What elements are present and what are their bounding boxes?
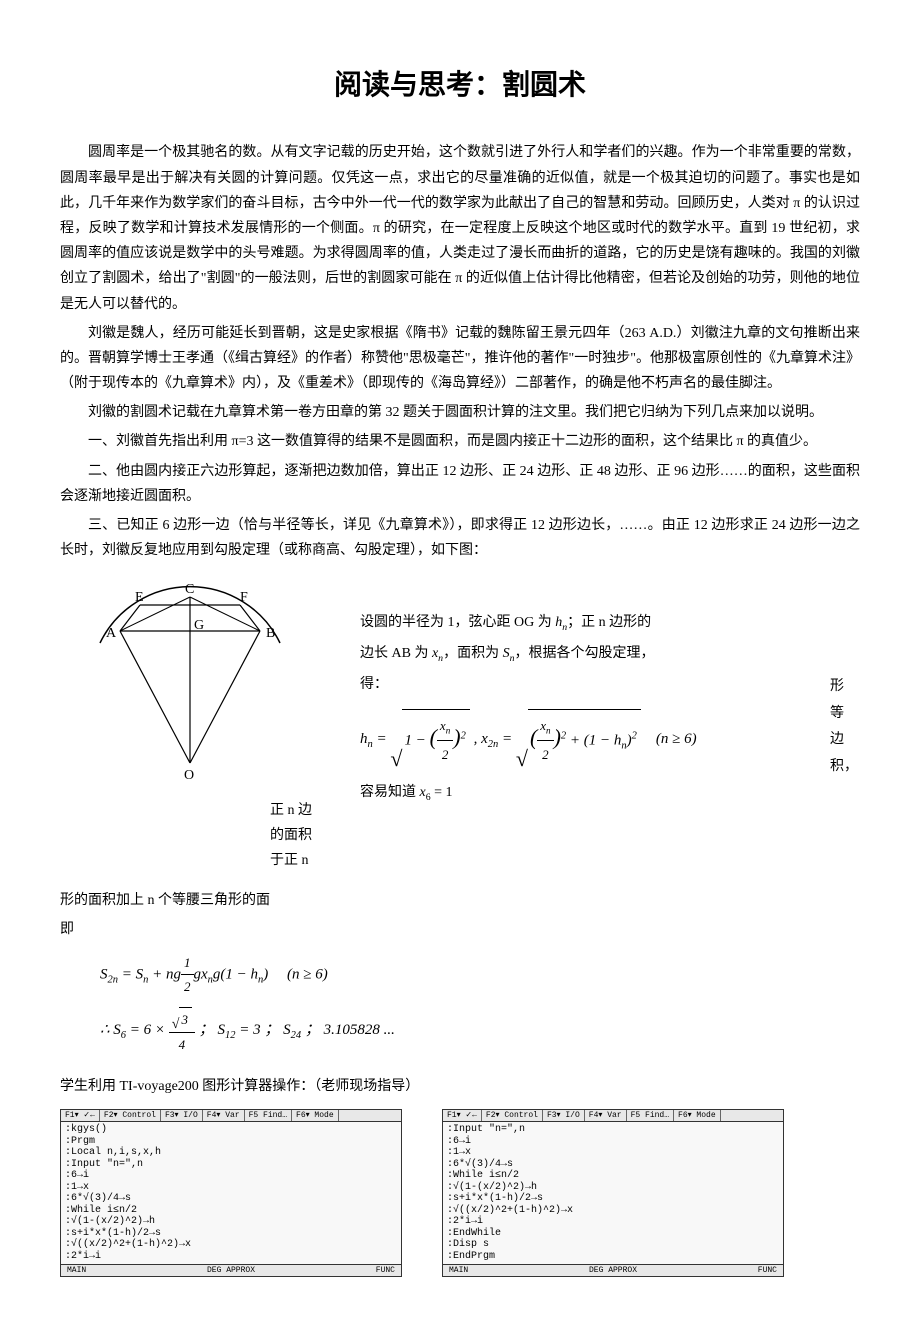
- svg-text:B: B: [266, 626, 275, 641]
- left-column: E C F A G B O 正 n 边 的面积 于正 n: [60, 578, 340, 873]
- right-line-3: 得：: [360, 670, 830, 701]
- calc-status-left: MAIN DEG APPROX FUNC: [61, 1264, 401, 1276]
- left-frag-1: 正 n 边: [270, 798, 340, 823]
- right-col-frag-3: 边: [830, 727, 860, 754]
- calc-toolbar-right: F1▾ ✓← F2▾ Control F3▾ I/O F4▾ Var F5 Fi…: [443, 1110, 783, 1122]
- geometry-diagram: E C F A G B O: [80, 583, 300, 783]
- calculator-screenshot-right: F1▾ ✓← F2▾ Control F3▾ I/O F4▾ Var F5 Fi…: [442, 1109, 784, 1277]
- paragraph-6: 三、已知正 6 边形一边（恰与半径等长，详见《九章算术》），即求得正 12 边形…: [60, 513, 860, 563]
- paragraph-1: 圆周率是一个极其驰名的数。从有文字记载的历史开始，这个数就引进了外行人和学者们的…: [60, 140, 860, 316]
- formula-s6-s12-s24: ∴ S6 = 6 × √34 ； S12 = 3 ； S24 ； 3.10582…: [100, 1006, 860, 1056]
- calc-tab: F3▾ I/O: [543, 1110, 585, 1121]
- calc-intro: 学生利用 TI-voyage200 图形计算器操作：（老师现场指导）: [60, 1074, 860, 1099]
- paragraph-5: 二、他由圆内接正六边形算起，逐渐把边数加倍，算出正 12 边形、正 24 边形、…: [60, 459, 860, 509]
- formula-hn-x2n: hn = √1 − (xn2)2 , x2n = √ (xn2)2 + (1 −…: [360, 709, 830, 770]
- calc-tab: F5 Find…: [245, 1110, 292, 1121]
- calc-tab: F4▾ Var: [585, 1110, 627, 1121]
- svg-text:F: F: [240, 590, 248, 605]
- left-frag-2: 的面积: [270, 823, 340, 848]
- svg-text:A: A: [106, 626, 117, 641]
- paragraph-2: 刘徽是魏人，经历可能延长到晋朝，这是史家根据《隋书》记载的魏陈留王景元四年（26…: [60, 321, 860, 397]
- page-title: 阅读与思考：割圆术: [60, 60, 860, 110]
- svg-text:G: G: [194, 618, 204, 633]
- calc-tab: F2▾ Control: [482, 1110, 543, 1121]
- calc-tab: F3▾ I/O: [161, 1110, 203, 1121]
- svg-text:C: C: [185, 583, 194, 597]
- right-col-frag-4: 积，: [830, 754, 860, 781]
- paragraph-4: 一、刘徽首先指出利用 π=3 这一数值算得的结果不是圆面积，而是圆内接正十二边形…: [60, 429, 860, 454]
- right-line-1: 设圆的半径为 1，弦心距 OG 为 hn；正 n 边形的: [360, 608, 860, 639]
- calc-tab: F2▾ Control: [100, 1110, 161, 1121]
- svg-text:E: E: [135, 590, 144, 605]
- left-frag-3: 于正 n: [270, 848, 340, 873]
- paragraph-3: 刘徽的割圆术记载在九章算术第一卷方田章的第 32 题关于圆面积计算的注文里。我们…: [60, 400, 860, 425]
- calc-tab: F6▾ Mode: [674, 1110, 721, 1121]
- calc-tab: F4▾ Var: [203, 1110, 245, 1121]
- left-frag-5: 即: [60, 917, 860, 942]
- right-col-frag-2: 等: [830, 701, 860, 728]
- calc-tab: F6▾ Mode: [292, 1110, 339, 1121]
- calculator-screenshot-left: F1▾ ✓← F2▾ Control F3▾ I/O F4▾ Var F5 Fi…: [60, 1109, 402, 1277]
- calc-code-right: :Input "n=",n :6→i :1→x :6*√(3)/4→s :Whi…: [443, 1122, 783, 1264]
- calc-tab: F1▾ ✓←: [443, 1110, 482, 1121]
- right-column: 设圆的半径为 1，弦心距 OG 为 hn；正 n 边形的 边长 AB 为 xn，…: [360, 578, 860, 873]
- svg-text:O: O: [184, 768, 194, 783]
- formula-s2n: S2n = Sn + ng12gxng(1 − hn) (n ≥ 6): [100, 951, 860, 999]
- calc-tab: F1▾ ✓←: [61, 1110, 100, 1121]
- calc-status-right: MAIN DEG APPROX FUNC: [443, 1264, 783, 1276]
- calc-tab: F5 Find…: [627, 1110, 674, 1121]
- calc-toolbar-left: F1▾ ✓← F2▾ Control F3▾ I/O F4▾ Var F5 Fi…: [61, 1110, 401, 1122]
- right-col-frag-1: 形: [830, 674, 860, 701]
- calc-code-left: :kgys() :Prgm :Local n,i,s,x,h :Input "n…: [61, 1122, 401, 1264]
- left-frag-4: 形的面积加上 n 个等腰三角形的面: [60, 888, 860, 913]
- right-line-4: 容易知道 x6 = 1: [360, 778, 830, 809]
- right-line-2: 边长 AB 为 xn，面积为 Sn，根据各个勾股定理，: [360, 639, 860, 670]
